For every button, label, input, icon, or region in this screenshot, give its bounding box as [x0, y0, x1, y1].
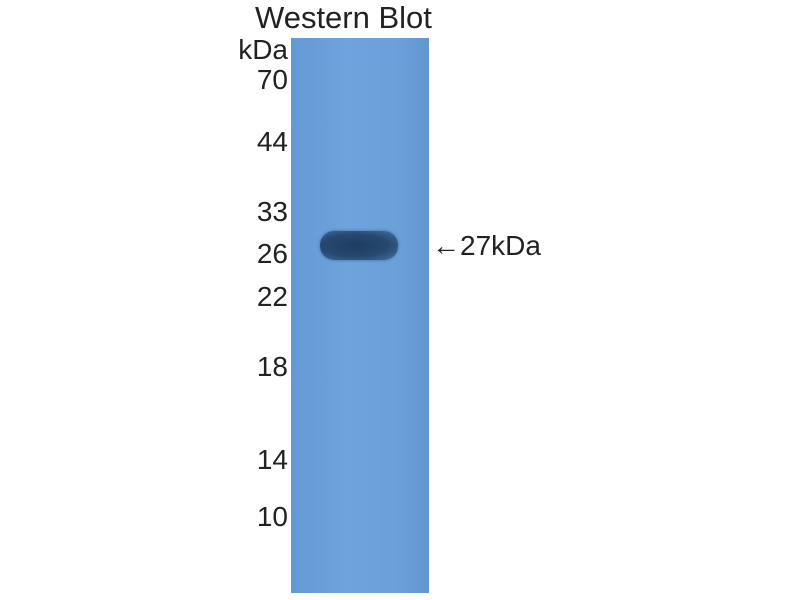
- marker-44: 44: [256, 126, 288, 157]
- marker-70: 70: [256, 64, 288, 95]
- figure-title: Western Blot: [255, 0, 432, 35]
- marker-14: 14: [256, 444, 288, 475]
- unit-label: kDa: [238, 34, 288, 65]
- protein-band: [320, 231, 398, 260]
- band-annotation: ←27kDa: [432, 230, 541, 261]
- marker-26: 26: [256, 238, 288, 269]
- marker-18: 18: [256, 351, 288, 382]
- marker-10: 10: [256, 501, 288, 532]
- marker-22: 22: [256, 281, 288, 312]
- marker-33: 33: [256, 196, 288, 227]
- blot-lane: [291, 38, 429, 593]
